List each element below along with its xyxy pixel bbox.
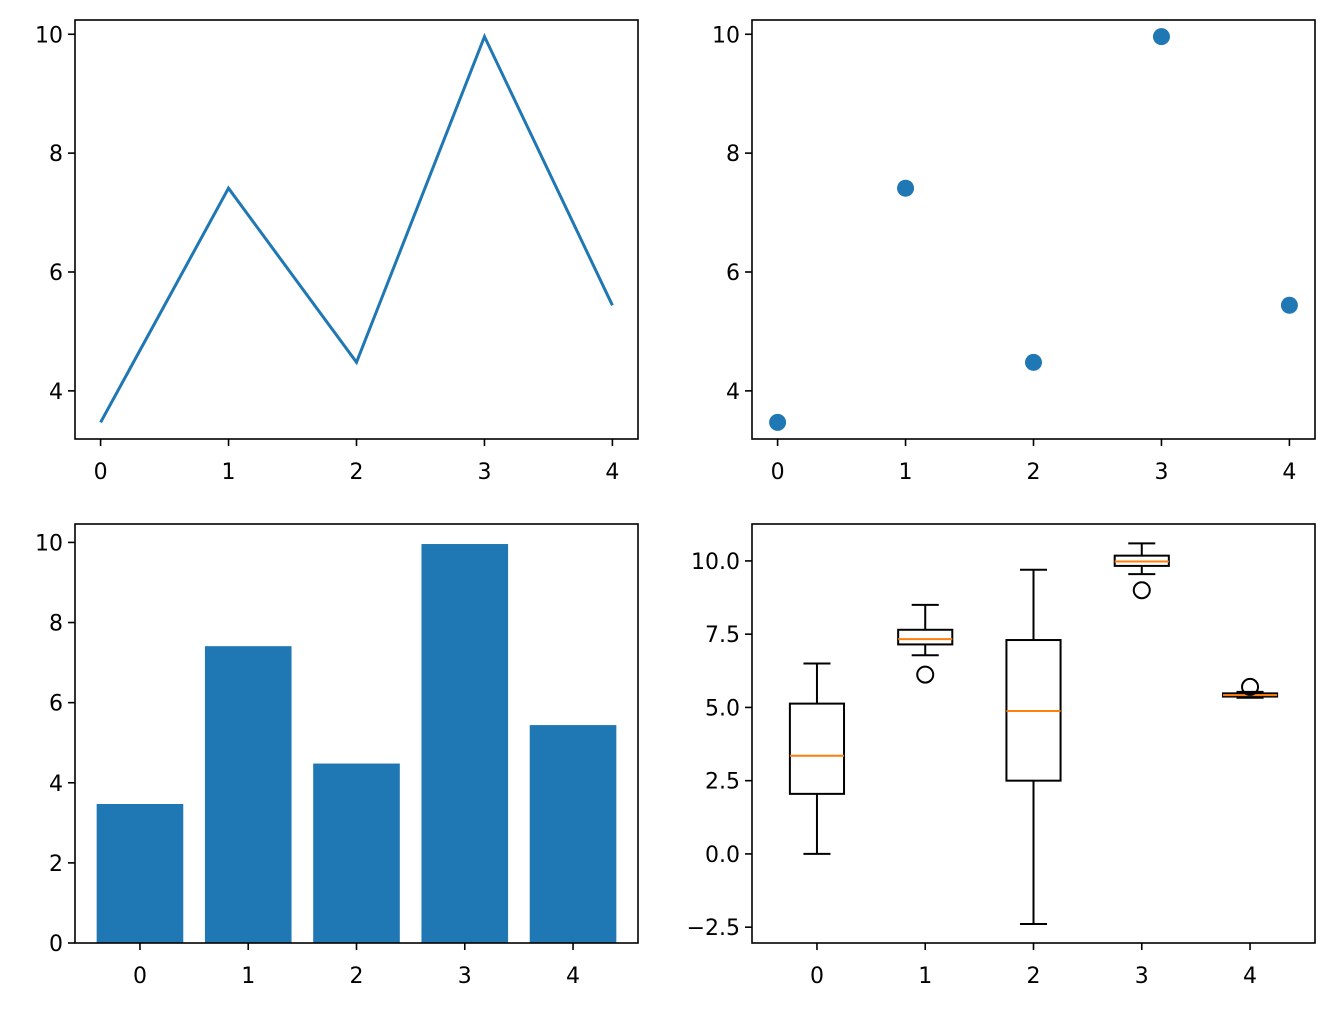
y-tick-label: 0 (49, 932, 63, 957)
x-tick-label: 1 (918, 964, 932, 989)
x-tick-label: 2 (1027, 964, 1041, 989)
y-tick-label: 8 (726, 142, 740, 167)
x-tick-label: 1 (899, 460, 913, 485)
outlier-point (1132, 581, 1151, 600)
bar (313, 763, 400, 943)
y-tick-label: 4 (49, 380, 63, 405)
x-tick-label: 4 (1282, 460, 1296, 485)
x-tick-label: 0 (810, 964, 824, 989)
box-iqr (788, 702, 846, 795)
series-line (99, 32, 614, 424)
y-tick-label: 6 (49, 692, 63, 717)
bar (529, 725, 617, 943)
x-tick-label: 4 (605, 460, 619, 485)
x-tick-label: 0 (133, 964, 147, 989)
x-tick-label: 0 (94, 460, 108, 485)
x-tick-label: 1 (241, 964, 255, 989)
box-2 (1005, 568, 1062, 925)
y-tick-label: 7.5 (705, 623, 740, 648)
box-iqr (897, 628, 954, 646)
x-tick-label: 3 (1154, 460, 1168, 485)
box-0 (788, 662, 846, 855)
box-3 (1113, 542, 1170, 600)
y-tick-label: 10 (35, 23, 63, 48)
bar (96, 804, 184, 943)
y-tick-label: 10 (35, 531, 63, 556)
x-tick-label: 2 (1027, 460, 1041, 485)
y-tick-label: 4 (726, 380, 740, 405)
x-tick-label: 2 (350, 460, 364, 485)
outlier-point (916, 665, 935, 684)
x-tick-label: 0 (771, 460, 785, 485)
y-tick-label: 6 (49, 261, 63, 286)
line-chart-panel: 0 1 2 3 4 4 6 8 10 (35, 19, 639, 485)
bar (421, 544, 509, 943)
y-tick-label: 2.5 (705, 770, 740, 795)
y-tick-label: 4 (49, 772, 63, 797)
y-tick-label: 10.0 (691, 550, 740, 575)
scatter-point (1280, 296, 1298, 314)
x-tick-label: 4 (566, 964, 580, 989)
scatter-chart-panel: 0 1 2 3 4 4 6 8 10 (712, 19, 1316, 485)
x-tick-label: 1 (222, 460, 236, 485)
x-tick-label: 2 (350, 964, 364, 989)
box-4 (1221, 677, 1279, 699)
y-tick-label: 8 (49, 612, 63, 637)
x-tick-label: 4 (1243, 964, 1257, 989)
y-tick-label: 8 (49, 142, 63, 167)
box-plot-panel: 0 1 2 3 4 −2.5 0.0 2.5 5.0 7.5 10.0 (687, 523, 1316, 989)
scatter-point (897, 179, 915, 197)
y-tick-label: 2 (49, 852, 63, 877)
x-tick-label: 3 (477, 460, 491, 485)
y-tick-label: 10 (712, 23, 740, 48)
scatter-point (1025, 353, 1042, 371)
x-tick-label: 3 (458, 964, 472, 989)
bar-chart-panel: 0 1 2 3 4 0 2 4 6 8 10 (35, 523, 639, 989)
box-1 (897, 603, 954, 684)
y-tick-label: 6 (726, 261, 740, 286)
scatter-point (769, 413, 787, 431)
y-tick-label: 0.0 (705, 843, 740, 868)
y-tick-label: 5.0 (705, 696, 740, 721)
outlier-point (1241, 677, 1260, 696)
x-tick-label: 3 (1135, 964, 1149, 989)
scatter-point (1152, 28, 1170, 46)
y-tick-label: −2.5 (687, 916, 740, 941)
bar (204, 646, 292, 943)
